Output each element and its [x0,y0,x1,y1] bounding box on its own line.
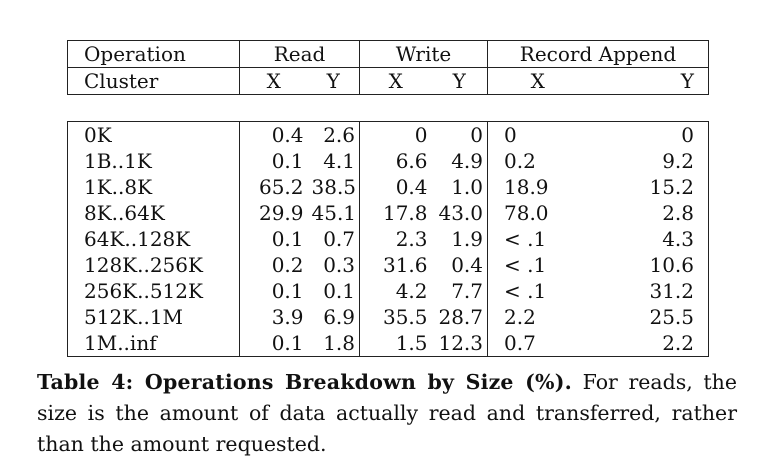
cell-cluster: 128K..256K [67,252,240,278]
cell-read-y: 0.3 [307,252,360,278]
caption-text: For reads, the size is the amount of dat… [37,370,737,456]
cell-write-x: 0.4 [395,175,428,199]
cell-write-x: 6.6 [395,149,428,173]
cell-cluster: 1M..inf [67,330,240,357]
cell-cluster: 64K..128K [67,226,240,252]
table-row: 256K..512K 0.1 0.1 4.2 7.7 < .1 31.2 [67,278,709,304]
operations-breakdown-table: Operation Read Write Record Append Clust… [67,40,709,357]
cell-append-x: 0.2 [504,149,536,173]
cell-read-x: 0.1 [239,330,308,357]
cell-write-y: 28.7 [431,304,488,330]
cell-write-y: 4.9 [431,148,488,174]
cell-append-y: 2.8 [587,200,709,226]
cell-write-x: 0 [359,121,432,148]
cell-append-x: 78.0 [504,201,549,225]
table-row: 128K..256K 0.2 0.3 31.6 0.4 < .1 10.6 [67,252,709,278]
table-row: 64K..128K 0.1 0.7 2.3 1.9 < .1 4.3 [67,226,709,252]
cell-cluster: 8K..64K [67,200,240,226]
cell-write-x: 4.2 [395,279,428,303]
table-caption: Table 4: Operations Breakdown by Size (%… [37,367,737,460]
cell-append-y: 2.2 [587,330,709,357]
cell-write-x: 17.8 [382,201,428,225]
cell-read-y: 38.5 [307,174,360,200]
cell-append-y: 9.2 [587,148,709,174]
header-record-append: Record Append [487,40,709,68]
cell-cluster: 1B..1K [67,148,240,174]
cell-cluster: 0K [67,121,240,148]
cell-read-x: 0.1 [271,227,304,251]
cell-read-y: 0.1 [307,278,360,304]
cell-append-x: < .1 [504,279,547,303]
header-read: Read [239,40,360,68]
cell-write-y: 0 [431,121,488,148]
table-row: 8K..64K 29.9 45.1 17.8 43.0 78.0 2.8 [67,200,709,226]
caption-label: Table 4: Operations Breakdown by Size (%… [37,370,572,394]
cell-append-x: < .1 [504,227,547,251]
cell-append-y: 0 [587,121,709,148]
cell-read-y: 45.1 [307,200,360,226]
cell-read-y: 4.1 [307,148,360,174]
cell-cluster: 512K..1M [67,304,240,330]
table-row: 1M..inf 0.1 1.8 1.5 12.3 0.7 2.2 [67,330,709,357]
cell-write-x: 2.3 [395,227,428,251]
cell-read-x: 0.1 [271,149,304,173]
cell-append-y: 31.2 [587,278,709,304]
table-row: 1K..8K 65.2 38.5 0.4 1.0 18.9 15.2 [67,174,709,200]
cell-read-y: 1.8 [307,330,360,357]
table-row: 512K..1M 3.9 6.9 35.5 28.7 2.2 25.5 [67,304,709,330]
cell-cluster: 256K..512K [67,278,240,304]
header-write-y: Y [431,67,488,95]
cell-read-x: 3.9 [271,305,304,329]
table-row: 1B..1K 0.1 4.1 6.6 4.9 0.2 9.2 [67,148,709,174]
cell-append-x: < .1 [504,253,547,277]
cell-write-y: 1.0 [431,174,488,200]
cell-write-y: 43.0 [431,200,488,226]
cell-append-x: 0.7 [487,330,588,357]
cell-read-y: 6.9 [307,304,360,330]
header-append-x: X [487,67,588,95]
header-cluster: Cluster [67,67,240,95]
cell-read-x: 0.2 [271,253,304,277]
header-write: Write [359,40,488,68]
cell-read-x: 29.9 [258,201,304,225]
cell-write-y: 7.7 [431,278,488,304]
header-row: Operation Read Write Record Append [67,40,709,68]
cell-append-x: 2.2 [504,305,536,329]
cell-append-x: 0 [487,121,588,148]
cell-write-y: 1.9 [431,226,488,252]
cell-append-x: 18.9 [504,175,549,199]
cell-read-y: 2.6 [307,121,360,148]
cell-read-x: 65.2 [258,175,304,199]
cell-read-x: 0.4 [239,121,308,148]
header-read-y: Y [307,67,360,95]
cell-append-y: 15.2 [587,174,709,200]
cell-append-y: 10.6 [587,252,709,278]
table-row: 0K 0.4 2.6 0 0 0 0 [67,121,709,148]
header-append-y: Y [587,67,709,95]
header-read-x: X [239,67,308,95]
cell-write-x: 35.5 [382,305,428,329]
cell-write-y: 12.3 [431,330,488,357]
cell-write-y: 0.4 [431,252,488,278]
cell-read-x: 0.1 [271,279,304,303]
cell-write-x: 1.5 [359,330,432,357]
cell-append-y: 4.3 [587,226,709,252]
subheader-row: Cluster X Y X Y X Y [67,67,709,95]
table-body: 0K 0.4 2.6 0 0 0 0 1B..1K 0.1 4.1 6.6 4.9 0.2 9.2 1K..… [67,95,709,357]
cell-append-y: 25.5 [587,304,709,330]
cell-write-x: 31.6 [382,253,428,277]
header-operation: Operation [67,40,240,68]
cell-cluster: 1K..8K [67,174,240,200]
cell-read-y: 0.7 [307,226,360,252]
header-write-x: X [359,67,432,95]
